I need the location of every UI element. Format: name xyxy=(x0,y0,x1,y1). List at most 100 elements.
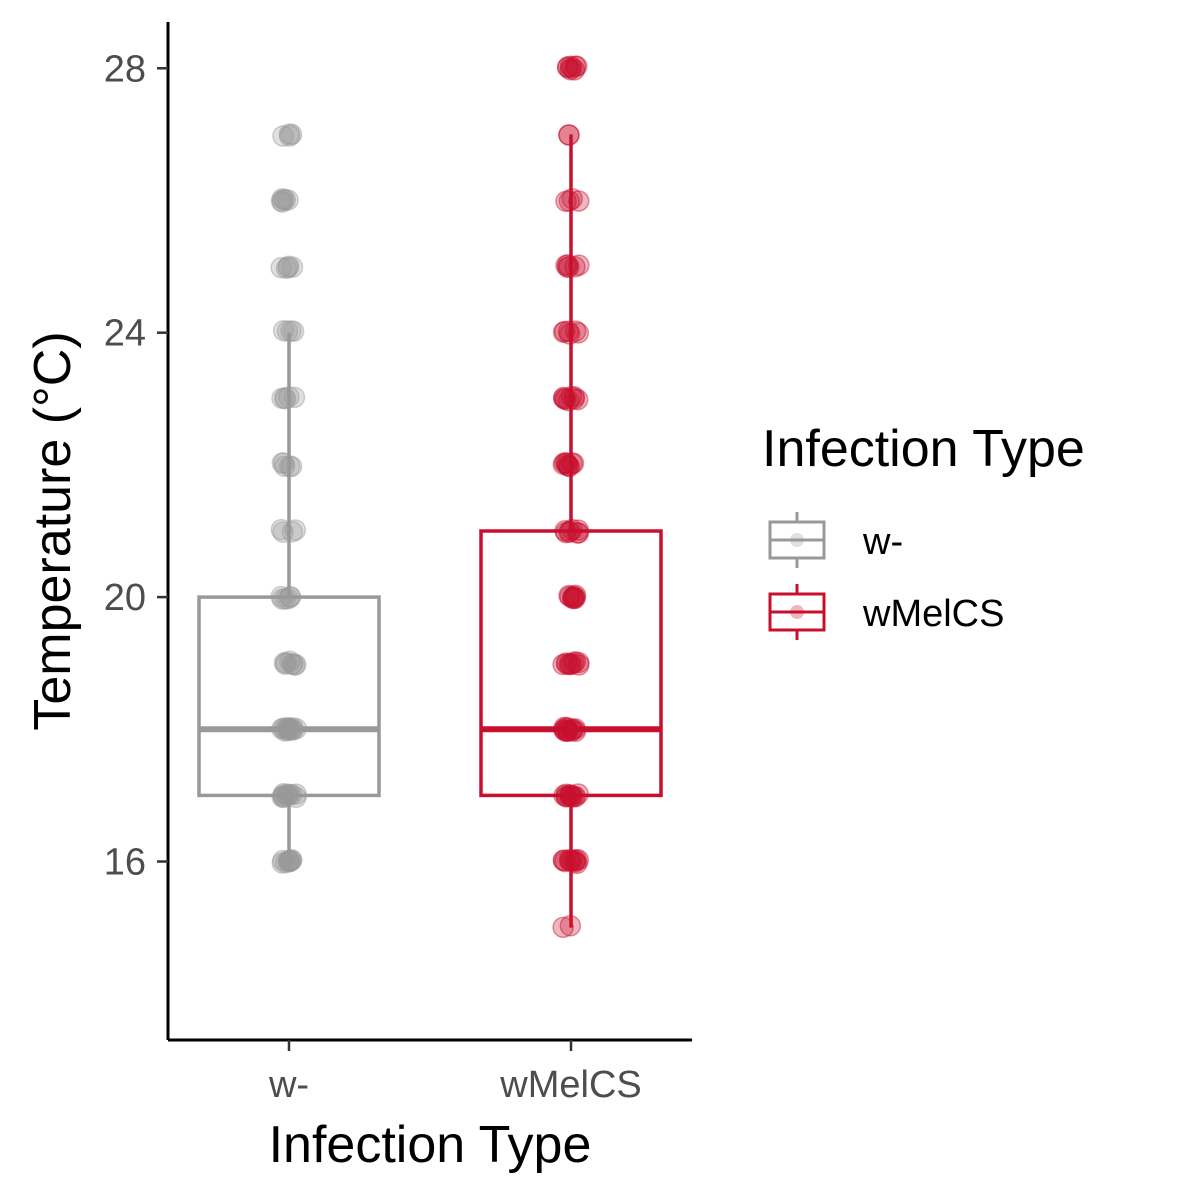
data-point xyxy=(557,389,580,412)
data-point xyxy=(561,518,583,541)
legend-key-point xyxy=(790,605,804,619)
data-point xyxy=(558,190,581,212)
data-point xyxy=(277,717,300,740)
data-point xyxy=(284,519,307,541)
data-point xyxy=(556,720,579,742)
data-point xyxy=(274,851,297,874)
data-point xyxy=(272,784,294,806)
data-point xyxy=(277,587,300,610)
data-point xyxy=(554,388,577,411)
data-point xyxy=(279,850,302,872)
series-wMelCS xyxy=(479,55,663,939)
data-point xyxy=(561,452,583,475)
legend-title: Infection Type xyxy=(762,420,1085,478)
data-point xyxy=(273,455,296,477)
data-point xyxy=(278,125,301,147)
data-point xyxy=(562,585,585,608)
data-point xyxy=(559,585,581,608)
data-point xyxy=(270,585,292,608)
data-point xyxy=(553,718,575,741)
data-point xyxy=(270,190,293,212)
data-point xyxy=(280,455,303,478)
data-point xyxy=(559,520,581,543)
data-point xyxy=(562,652,585,674)
data-point xyxy=(272,717,294,739)
data-point xyxy=(285,653,307,676)
data-point xyxy=(273,652,296,674)
data-point xyxy=(552,321,575,343)
data-point xyxy=(272,521,294,543)
data-point xyxy=(270,518,293,541)
data-point xyxy=(271,191,293,213)
data-point xyxy=(277,256,299,279)
data-point xyxy=(564,850,586,872)
data-point xyxy=(559,785,581,808)
data-point xyxy=(557,455,580,477)
data-point xyxy=(279,783,301,806)
data-point xyxy=(270,256,292,279)
data-point xyxy=(559,652,582,675)
data-point xyxy=(561,188,583,210)
data-point xyxy=(560,653,583,676)
data-point xyxy=(277,719,299,742)
data-point xyxy=(555,521,577,544)
legend: Infection Type w-wMelCS xyxy=(762,420,1085,640)
data-point xyxy=(555,786,578,808)
data-point xyxy=(279,650,301,673)
data-point xyxy=(558,124,580,146)
data-point xyxy=(272,849,294,872)
data-point xyxy=(279,850,301,873)
data-point xyxy=(552,387,575,410)
data-point xyxy=(558,124,580,146)
data-point xyxy=(557,253,579,276)
data-point xyxy=(554,388,576,410)
data-point xyxy=(553,320,576,343)
data-point xyxy=(557,720,579,742)
data-point xyxy=(277,850,299,873)
data-point xyxy=(554,850,576,873)
y-tick-label-16: 16 xyxy=(104,842,146,884)
data-point xyxy=(552,653,574,676)
data-point xyxy=(561,57,583,79)
series-w- xyxy=(197,123,381,874)
data-point xyxy=(555,783,577,806)
data-point xyxy=(561,786,583,808)
data-point xyxy=(567,849,590,871)
data-point xyxy=(277,718,299,740)
data-point xyxy=(563,785,585,808)
x-axis-ticks: w-wMelCS xyxy=(268,1040,642,1106)
data-point xyxy=(272,452,295,474)
data-point xyxy=(279,718,302,740)
data-point xyxy=(552,849,575,872)
data-point xyxy=(281,849,303,871)
data-point xyxy=(271,452,294,474)
legend-label-w-: w- xyxy=(862,521,903,563)
data-point xyxy=(558,584,580,607)
data-point xyxy=(275,784,298,806)
data-point xyxy=(282,320,305,342)
data-point xyxy=(564,586,586,608)
data-point xyxy=(273,387,296,409)
data-point xyxy=(558,521,580,543)
data-point xyxy=(556,56,579,79)
data-point xyxy=(552,453,575,476)
data-point xyxy=(278,851,300,873)
data-point xyxy=(273,782,295,805)
data-point xyxy=(280,123,303,146)
data-point xyxy=(279,586,302,608)
data-point xyxy=(281,653,303,675)
data-point xyxy=(555,785,578,808)
data-point xyxy=(564,587,586,610)
data-point xyxy=(277,718,299,741)
data-point xyxy=(271,786,294,808)
data-point xyxy=(558,323,581,345)
y-tick-label-28: 28 xyxy=(104,48,146,90)
data-point xyxy=(563,386,585,408)
data-point xyxy=(553,719,575,741)
data-point xyxy=(568,254,590,276)
data-point xyxy=(271,188,294,210)
data-point xyxy=(567,522,590,544)
data-point xyxy=(275,257,298,280)
data-point xyxy=(552,916,574,939)
data-point xyxy=(565,55,588,78)
